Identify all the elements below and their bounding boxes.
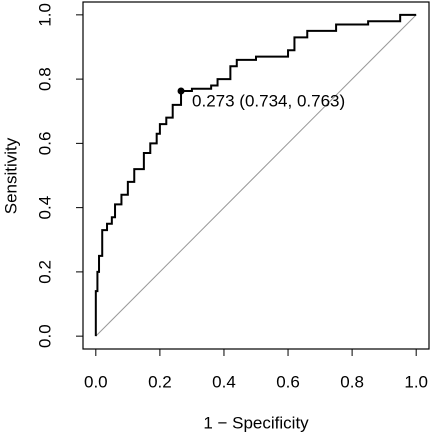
y-tick-label: 0.6	[35, 132, 54, 156]
x-tick-label: 0.6	[276, 372, 300, 391]
x-tick-label: 0.2	[148, 372, 172, 391]
x-tick-label: 1.0	[404, 372, 428, 391]
x-tick-label: 0.8	[340, 372, 364, 391]
roc-curve	[94, 13, 417, 337]
y-tick-label: 0.2	[35, 260, 54, 284]
threshold-label: 0.273 (0.734, 0.763)	[192, 91, 345, 110]
threshold-point	[177, 87, 185, 95]
x-axis-label: 1 − Specificity	[203, 413, 309, 432]
x-tick-label: 0.4	[212, 372, 236, 391]
y-axis-label: Sensitivity	[1, 137, 20, 214]
y-tick-label: 0.8	[35, 67, 54, 91]
plot-box	[82, 1, 430, 350]
y-tick-label: 1.0	[35, 3, 54, 27]
y-tick-label: 0.4	[35, 196, 54, 220]
x-tick-label: 0.0	[84, 372, 108, 391]
y-tick-label: 0.0	[35, 324, 54, 348]
reference-line	[95, 14, 417, 337]
